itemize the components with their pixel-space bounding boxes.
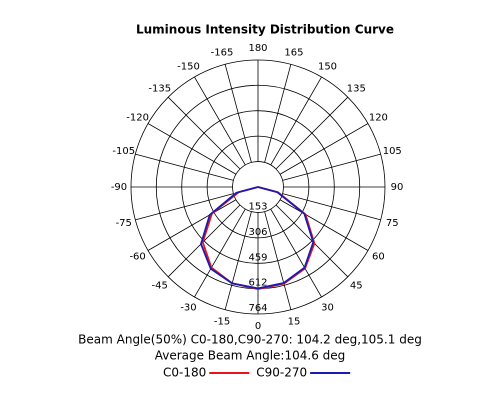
series-line — [200, 186, 315, 290]
chart-title: Luminous Intensity Distribution Curve — [136, 23, 394, 37]
angle-tick-label: 135 — [347, 84, 366, 95]
angle-tick-label: -165 — [211, 48, 234, 59]
angle-tick-label: -135 — [148, 84, 171, 95]
angle-tick-label: 15 — [288, 316, 301, 327]
annotation: Average Beam Angle:104.6 deg — [155, 349, 346, 363]
legend-label: C0-180 — [163, 366, 206, 380]
angle-tick-label: 45 — [350, 280, 363, 291]
angle-tick-label: -60 — [129, 252, 145, 263]
r-tick-label: 612 — [248, 278, 267, 289]
angle-tick-label: 0 — [255, 321, 261, 332]
angle-tick-label: 165 — [284, 48, 303, 59]
angle-tick-label: 180 — [248, 43, 267, 54]
angle-tick-label: 90 — [391, 182, 404, 193]
annotation: Beam Angle(50%) C0-180,C90-270: 104.2 de… — [78, 333, 422, 347]
grid-circle — [206, 135, 310, 239]
angle-tick-label: -75 — [116, 218, 132, 229]
angle-tick-label: -120 — [126, 113, 149, 124]
legend-label: C90-270 — [256, 366, 307, 380]
r-tick-label: 306 — [248, 227, 267, 238]
angle-tick-label: 75 — [386, 218, 399, 229]
grid-circle — [130, 59, 386, 315]
angle-tick-label: -90 — [111, 182, 127, 193]
angle-tick-label: 105 — [383, 146, 402, 157]
angle-tick-label: 60 — [372, 252, 385, 263]
angle-tick-label: 150 — [318, 62, 337, 73]
angle-tick-label: -45 — [152, 280, 168, 291]
r-tick-label: 459 — [248, 252, 267, 263]
grid-circle — [232, 161, 284, 213]
angle-tick-label: -15 — [214, 316, 230, 327]
angle-tick-label: 30 — [321, 302, 334, 313]
angle-tick-label: -105 — [112, 146, 135, 157]
angle-tick-label: -150 — [177, 62, 200, 73]
r-tick-label: 153 — [248, 201, 267, 212]
grid-circle — [181, 110, 335, 264]
r-tick-label: 764 — [248, 303, 267, 314]
angle-tick-label: 120 — [369, 113, 388, 124]
angle-tick-label: -30 — [180, 302, 196, 313]
